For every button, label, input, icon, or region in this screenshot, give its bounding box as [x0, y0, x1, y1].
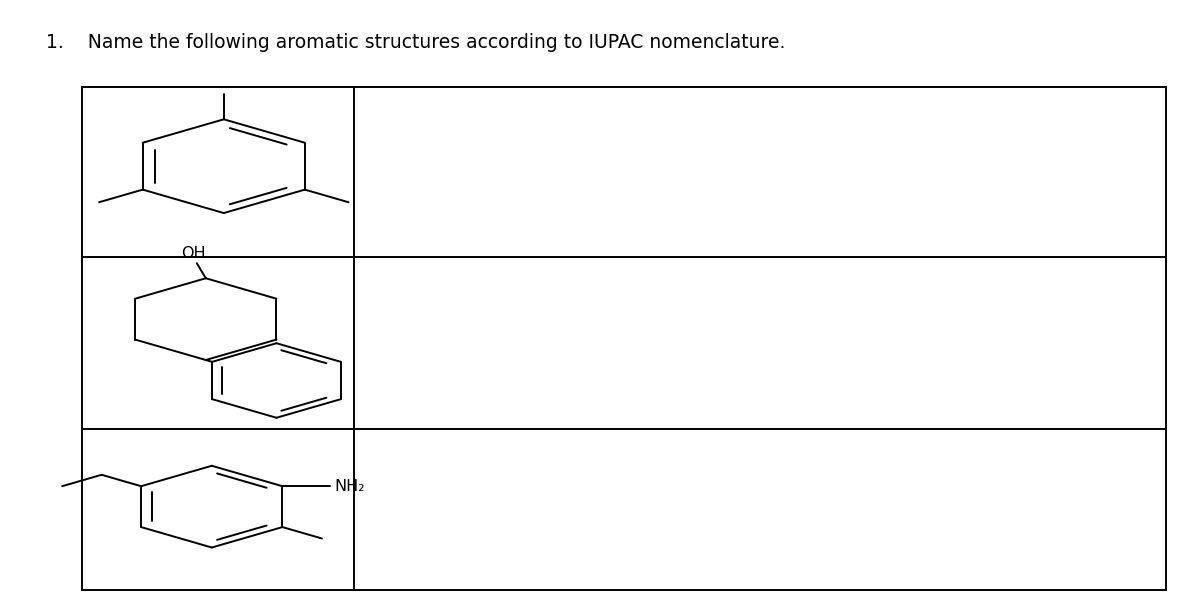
Text: OH: OH [181, 246, 205, 261]
Text: NH₂: NH₂ [334, 479, 365, 493]
Text: 1.    Name the following aromatic structures according to IUPAC nomenclature.: 1. Name the following aromatic structure… [46, 33, 785, 52]
Bar [82, 87, 1166, 590]
